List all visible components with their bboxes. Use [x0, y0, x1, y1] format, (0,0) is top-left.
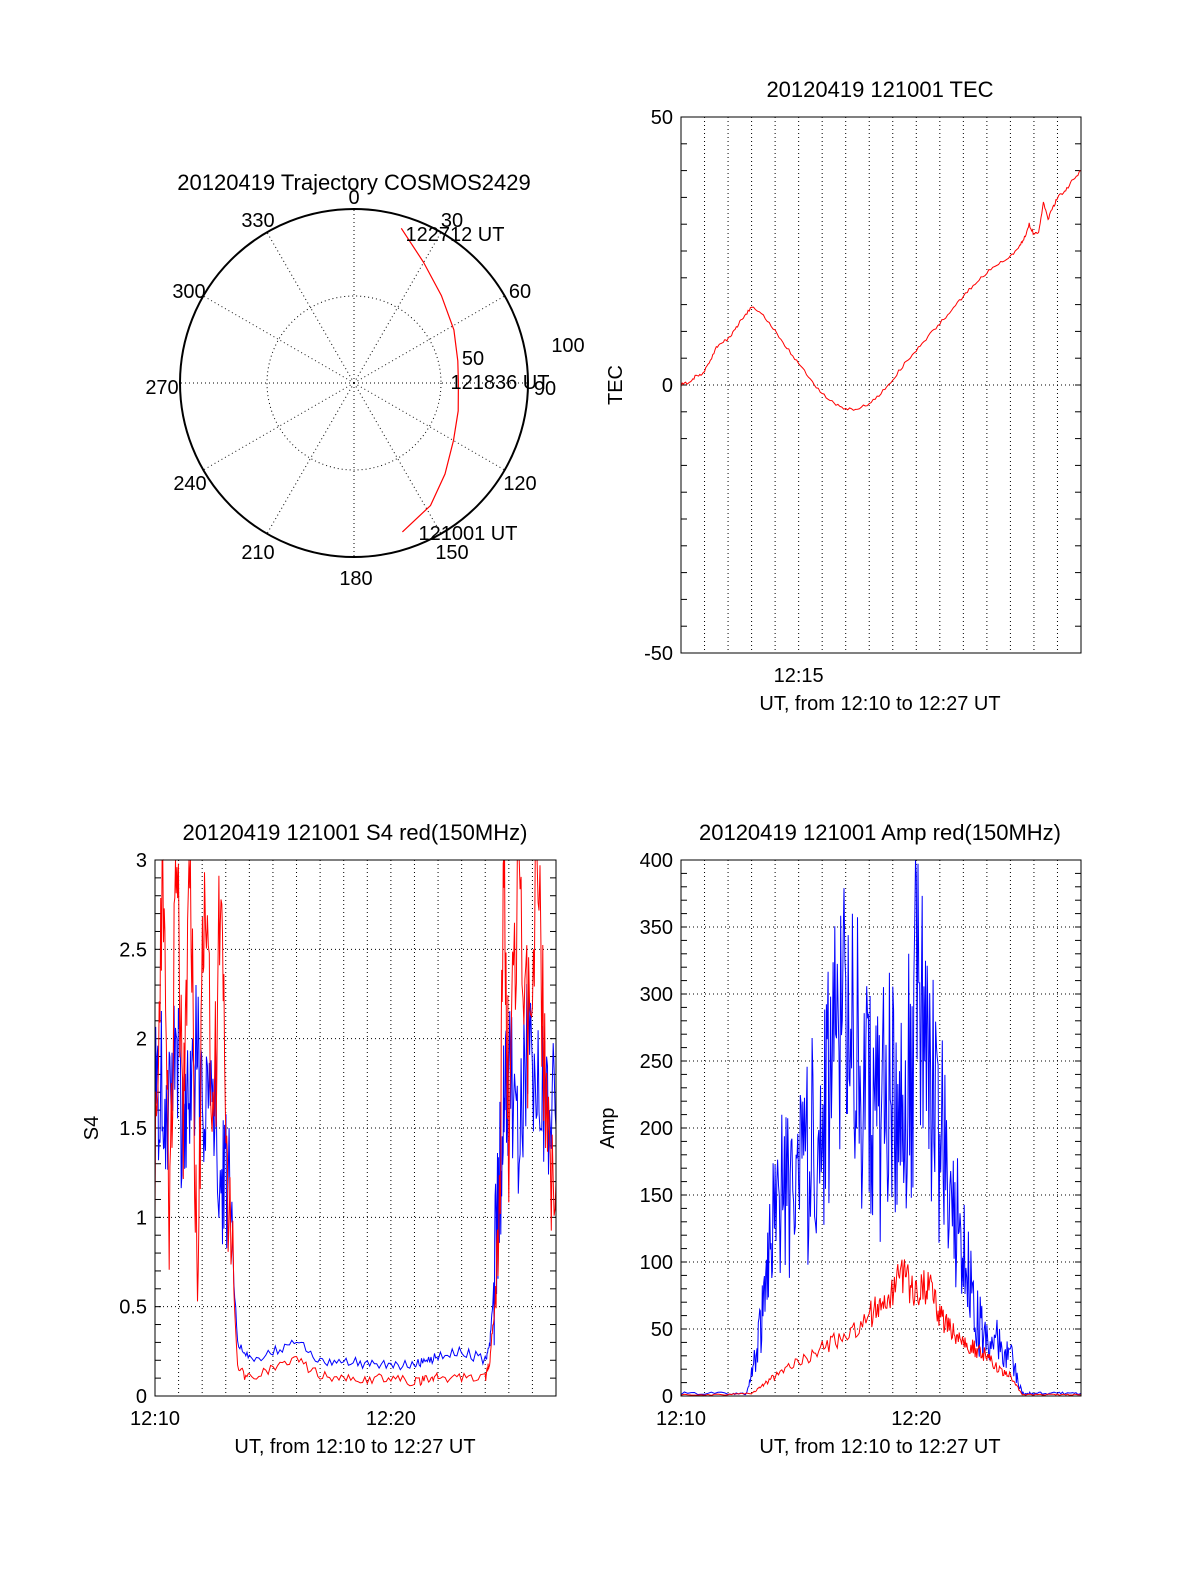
- amp-x-axis-label: UT, from 12:10 to 12:27 UT: [759, 1436, 1000, 1458]
- polar-annotations: 122712 UT 121836 UT 121001 UT: [406, 224, 550, 545]
- s4-plot: 20120419 121001 S4 red(150MHz) 0 0.5 1 1.5 2…: [81, 820, 557, 1458]
- polar-spoke: [353, 382, 505, 471]
- tec-y-tick-label: 0: [662, 375, 673, 397]
- s4-y-tick-label: 2: [136, 1029, 147, 1051]
- tec-y-axis-label: TEC: [605, 365, 627, 405]
- amp-y-tick-label: 0: [662, 1386, 673, 1408]
- polar-trajectory-line: [400, 227, 460, 533]
- polar-angle-label: 180: [339, 568, 372, 590]
- s4-plot-frame: [154, 859, 557, 1397]
- s4-y-tick-label: 1: [136, 1207, 147, 1229]
- tec-x-axis-label: UT, from 12:10 to 12:27 UT: [759, 693, 1000, 715]
- amp-x-tick-label: 12:20: [891, 1408, 941, 1430]
- amp-plot-title: 20120419 121001 Amp red(150MHz): [699, 820, 1061, 845]
- amp-y-tick-label: 350: [640, 917, 673, 939]
- amp-y-tick-label: 300: [640, 984, 673, 1006]
- polar-radial-tick-label: 100: [551, 335, 584, 357]
- polar-spoke: [353, 295, 505, 384]
- amp-y-tick-label: 50: [651, 1319, 673, 1341]
- s4-x-tick-label: 12:10: [130, 1408, 180, 1430]
- polar-angle-label: 240: [173, 473, 206, 495]
- polar-angle-label: 120: [503, 473, 536, 495]
- polar-plot-title: 20120419 Trajectory COSMOS2429: [177, 170, 530, 195]
- polar-outer-ring: [179, 208, 529, 558]
- s4-y-tick-label: 0.5: [119, 1297, 147, 1319]
- polar-radial-labels: 50 100: [462, 335, 585, 370]
- polar-angle-label: 60: [509, 281, 531, 303]
- amp-series-red: [680, 1259, 1082, 1396]
- trajectory-polar-plot: 20120419 Trajectory COSMOS2429 030609012…: [145, 170, 584, 590]
- polar-angle-label: 0: [348, 187, 359, 209]
- s4-y-axis-label: S4: [81, 1116, 103, 1140]
- amp-plot: 20120419 121001 Amp red(150MHz) 0 50 100 15…: [597, 820, 1082, 1458]
- tec-y-tick-label: -50: [644, 643, 673, 665]
- polar-spoke: [203, 295, 355, 384]
- polar-grid: [179, 208, 529, 558]
- polar-angle-label: 270: [145, 377, 178, 399]
- amp-y-axis-label: Amp: [597, 1107, 619, 1148]
- tec-series-red: [680, 170, 1082, 411]
- polar-time-annotation: 122712 UT: [406, 224, 505, 246]
- polar-spoke: [353, 382, 442, 534]
- polar-angle-label: 90: [534, 378, 556, 400]
- amp-y-tick-label: 200: [640, 1118, 673, 1140]
- polar-trajectory-series: [400, 227, 460, 533]
- amp-y-tick-label: 100: [640, 1252, 673, 1274]
- polar-spoke: [266, 232, 355, 384]
- polar-angle-label: 30: [441, 210, 463, 232]
- amp-plot-frame: [680, 859, 1082, 1397]
- polar-angle-label: 150: [435, 542, 468, 564]
- s4-x-axis-label: UT, from 12:10 to 12:27 UT: [234, 1436, 475, 1458]
- s4-plot-title: 20120419 121001 S4 red(150MHz): [183, 820, 528, 845]
- tec-y-tick-label: 50: [651, 107, 673, 129]
- tec-plot: 20120419 121001 TEC -50 0 50 12:15 UT, from…: [605, 77, 1082, 715]
- polar-spoke: [353, 232, 442, 384]
- s4-series-red: [154, 859, 557, 1387]
- tec-plot-title: 20120419 121001 TEC: [766, 77, 993, 102]
- polar-angle-labels: 0 30 60 90 120 150 180 210 240 270 300 330: [145, 187, 556, 590]
- s4-y-tick-label: 1.5: [119, 1118, 147, 1140]
- polar-angle-label: 300: [172, 281, 205, 303]
- s4-y-tick-label: 3: [136, 850, 147, 872]
- amp-x-tick-label: 12:10: [656, 1408, 706, 1430]
- s4-y-tick-label: 0: [136, 1386, 147, 1408]
- polar-angle-label: 330: [241, 210, 274, 232]
- tec-plot-frame: [680, 116, 1082, 654]
- amp-y-tick-label: 400: [640, 850, 673, 872]
- polar-time-annotation: 121836 UT: [451, 372, 550, 394]
- amp-y-tick-label: 250: [640, 1051, 673, 1073]
- polar-time-annotation: 121001 UT: [419, 523, 518, 545]
- amp-y-tick-label: 150: [640, 1185, 673, 1207]
- amp-series-blue: [680, 859, 1082, 1397]
- s4-x-tick-label: 12:20: [366, 1408, 416, 1430]
- polar-angle-label: 210: [241, 542, 274, 564]
- tec-x-tick-label: 12:15: [774, 665, 824, 687]
- polar-spoke: [266, 382, 355, 534]
- polar-radial-tick-label: 50: [462, 348, 484, 370]
- polar-inner-ring: [266, 295, 442, 471]
- polar-spoke: [203, 382, 355, 471]
- s4-y-tick-label: 2.5: [119, 939, 147, 961]
